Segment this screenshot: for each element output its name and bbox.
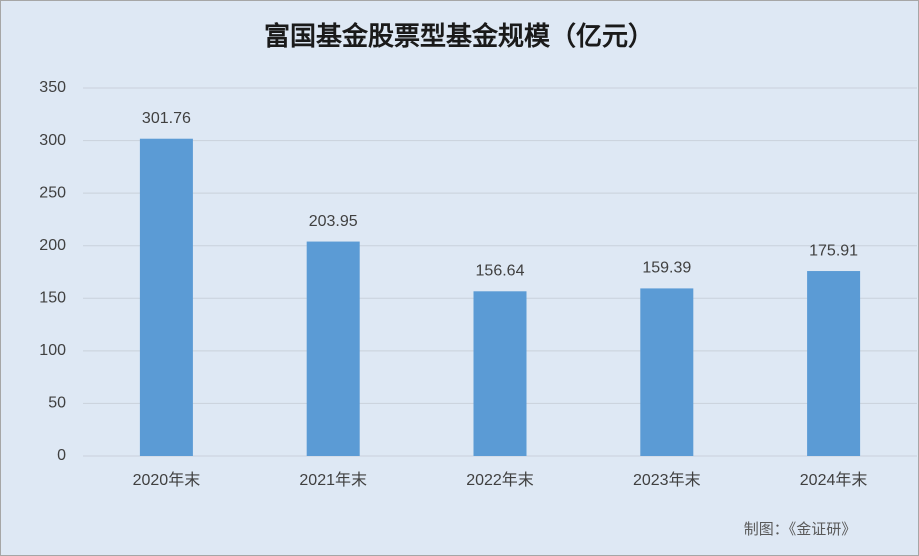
y-tick-label: 350 [39,79,66,96]
y-tick-label: 200 [39,237,66,254]
x-tick-label: 2021年末 [299,471,367,489]
bar [139,138,193,456]
y-tick-label: 250 [39,184,66,201]
y-tick-label: 300 [39,132,66,149]
y-tick-label: 50 [48,395,66,412]
x-tick-label: 2022年末 [466,471,534,489]
data-label: 301.76 [142,110,191,127]
data-label: 175.91 [809,242,858,259]
bar [306,241,360,456]
chart-title: 富国基金股票型基金规模（亿元） [264,21,654,51]
data-label: 159.39 [642,260,691,277]
data-label: 203.95 [309,213,358,230]
y-tick-label: 0 [57,447,66,464]
y-tick-label: 150 [39,290,66,307]
x-tick-label: 2020年末 [133,471,201,489]
x-tick-label: 2023年末 [633,471,701,489]
bar [807,271,861,456]
x-tick-label: 2024年末 [800,471,868,489]
y-tick-label: 100 [39,342,66,359]
data-label: 156.64 [476,263,525,280]
bar [473,291,527,456]
bar [640,288,694,456]
source-note: 制图：《金证研》 [744,521,857,538]
